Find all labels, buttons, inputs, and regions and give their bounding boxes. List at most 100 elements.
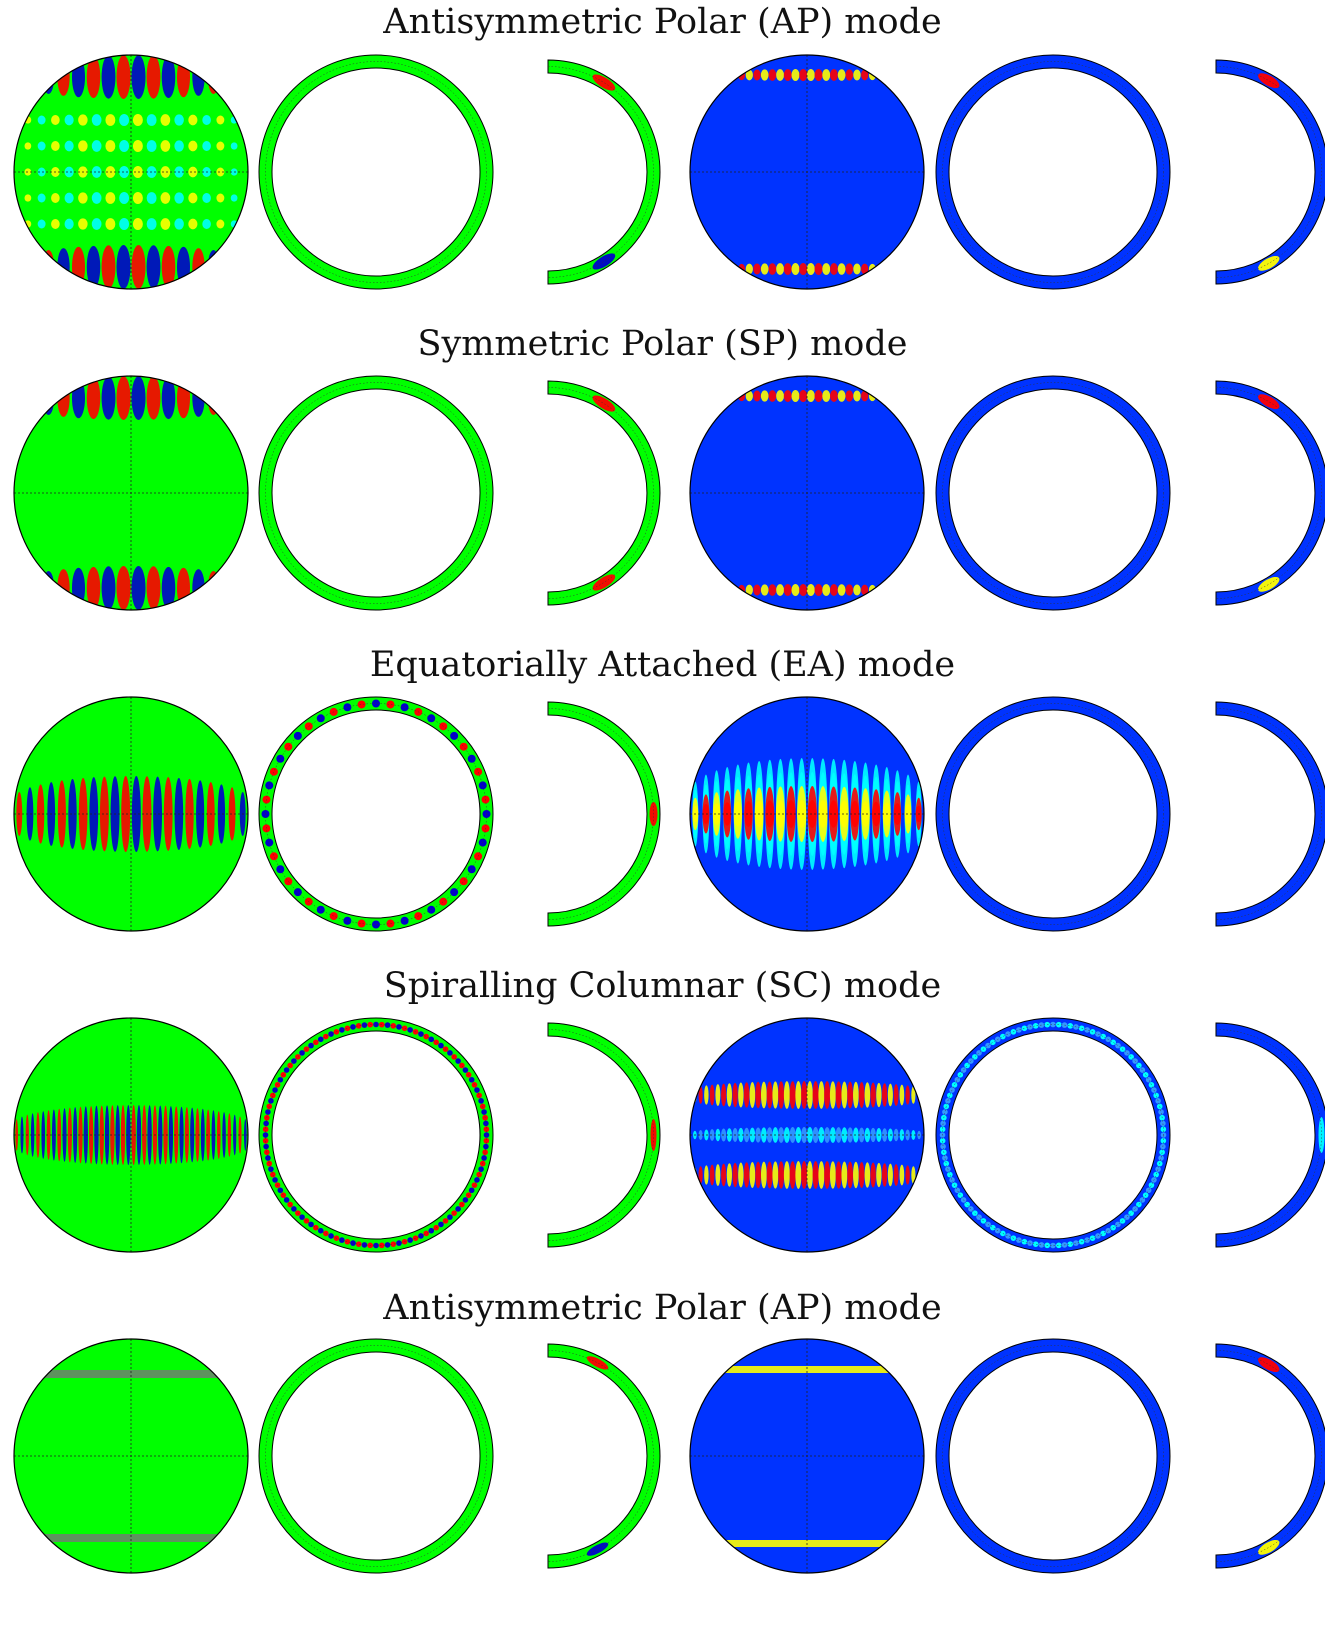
wave-blob [829, 1161, 836, 1189]
wave-blob [28, 574, 39, 602]
wave-blob [228, 787, 236, 841]
ring-blob [355, 1023, 362, 1029]
wave-blob [238, 1116, 242, 1154]
ring-blob [1136, 1062, 1142, 1069]
wave-blob [715, 264, 722, 274]
wave-blob [721, 1163, 727, 1187]
wave-blob [26, 787, 34, 841]
ring-blob [459, 877, 468, 886]
wave-blob [765, 800, 775, 828]
wave-blob [795, 1081, 802, 1109]
ring-blob [313, 1224, 319, 1231]
wave-blob [799, 390, 808, 402]
ring-blob [954, 1187, 961, 1194]
ring-blob [474, 1087, 480, 1093]
wave-blob [721, 1083, 727, 1107]
ring-blob [270, 1171, 276, 1178]
ring-blob [1100, 1230, 1106, 1237]
ring-plot-left [258, 54, 494, 290]
hot-spot [592, 74, 616, 91]
ring-blob [396, 1240, 402, 1246]
ring-blob [357, 700, 366, 709]
wave-blob [78, 218, 88, 230]
meridional-midline [547, 1029, 654, 1241]
wave-blob [24, 194, 32, 202]
ring-inner-edge [271, 67, 481, 277]
wave-blob [202, 114, 211, 126]
ring-midline [265, 61, 487, 283]
ring-blob [1005, 1233, 1011, 1239]
hot-spot [1258, 1357, 1280, 1373]
wave-blob [861, 390, 869, 402]
wave-blob [806, 390, 815, 402]
wave-blob [78, 1106, 83, 1164]
ring-blob [459, 1062, 465, 1069]
wave-blob [845, 584, 854, 596]
wave-blob [119, 192, 130, 204]
ring-blob [313, 1039, 319, 1046]
wave-blob [146, 114, 157, 126]
wave-blob [882, 1083, 888, 1107]
wave-blob [893, 1164, 899, 1186]
wave-blob [723, 70, 730, 80]
wave-blob [760, 390, 769, 402]
ring-outer-edge [935, 696, 1171, 932]
wave-blob [801, 1081, 808, 1109]
meridional-band [547, 59, 661, 285]
wave-blob [900, 586, 906, 594]
ring-blob [985, 1042, 991, 1049]
ring-blob [1038, 1242, 1045, 1248]
wave-blob [845, 390, 854, 402]
ring-inner-edge [948, 388, 1158, 598]
wave-blob [853, 584, 861, 596]
wave-blob [132, 114, 143, 126]
ring-blob [976, 1214, 982, 1220]
ring-band [936, 697, 1170, 931]
wave-blob [755, 1161, 761, 1189]
wave-blob [702, 804, 710, 824]
ring-blob [1159, 1149, 1165, 1156]
wave-blob [837, 263, 846, 275]
wave-blob [202, 192, 211, 204]
wave-blob [853, 263, 861, 275]
wave-blob [195, 1108, 200, 1162]
wave-blob [110, 1105, 115, 1165]
wave-blob [176, 56, 191, 98]
ring-blob [438, 1042, 444, 1049]
wave-blob [893, 1084, 899, 1106]
ring-blob [949, 1177, 955, 1183]
ring-plot-left [258, 1338, 494, 1574]
meridional-plot-left [547, 59, 661, 285]
wave-blob [726, 1128, 732, 1142]
sphere-outline [13, 1017, 249, 1253]
wave-blob [202, 140, 211, 152]
wave-blob [853, 69, 861, 81]
wave-blob [71, 567, 86, 609]
ring-blob [1032, 1241, 1039, 1247]
wave-blob [146, 55, 161, 99]
wave-blob [776, 69, 785, 81]
wave-blob [841, 1127, 848, 1143]
wave-blob [799, 263, 808, 275]
wave-blob [814, 263, 823, 275]
ring-blob [1000, 1033, 1006, 1040]
ring-outer-edge [935, 375, 1171, 611]
wave-blob [57, 780, 66, 848]
wave-blob [71, 246, 86, 288]
hot-spot [592, 574, 616, 591]
wave-blob [733, 801, 742, 827]
ring-blob [373, 1242, 379, 1249]
wave-blob [91, 218, 102, 230]
wave-blob [37, 193, 46, 203]
ring-blob [423, 1033, 429, 1040]
ring-blob [451, 1210, 457, 1216]
ring-blob [418, 1031, 424, 1037]
wave-blob [179, 1106, 184, 1164]
wave-blob [726, 1163, 732, 1187]
wave-blob [723, 264, 730, 274]
ring-blob [478, 1166, 484, 1172]
wave-blob [806, 263, 815, 275]
wave-blob [900, 71, 906, 79]
wave-blob [775, 800, 785, 828]
